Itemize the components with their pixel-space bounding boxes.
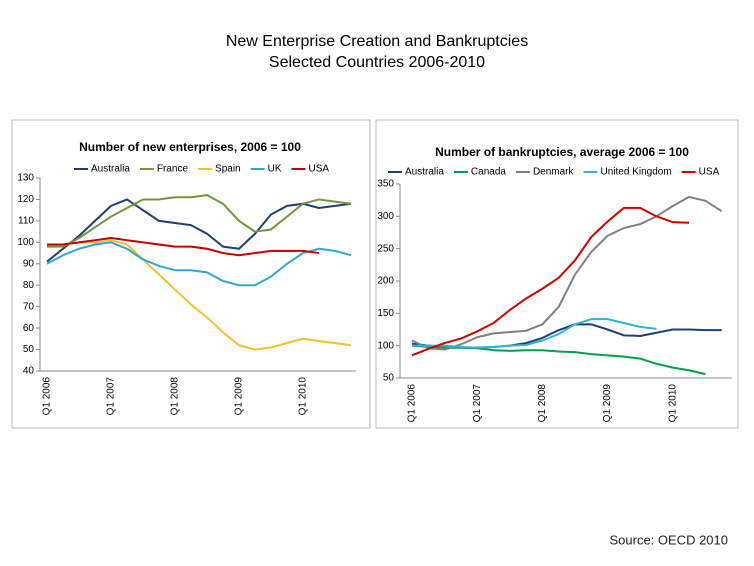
y-tick-label: 90 [23, 258, 35, 269]
y-tick-label: 110 [18, 216, 34, 227]
right-panel [375, 119, 739, 429]
series-line [47, 194, 352, 248]
legend-label: France [157, 164, 189, 175]
y-tick-label: 40 [23, 366, 35, 377]
series-line [46, 198, 352, 263]
x-tick-label: Q1 2008 [170, 377, 181, 416]
x-tick-label: Q1 2006 [407, 384, 418, 423]
chart-title: Number of bankruptcies, average 2006 = 1… [435, 145, 689, 159]
legend-label: Spain [215, 164, 241, 175]
legend-label: Denmark [533, 167, 575, 178]
x-tick-label: Q1 2009 [234, 377, 245, 416]
series-line [411, 344, 706, 376]
y-tick-label: 80 [23, 280, 35, 291]
page-subtitle: Selected Countries 2006-2010 [269, 54, 485, 71]
legend-label: USA [309, 164, 330, 175]
y-tick-label: 100 [377, 340, 394, 351]
y-tick-label: 60 [23, 323, 35, 334]
series-line [412, 318, 657, 349]
legend-label: Canada [471, 167, 506, 178]
y-tick-label: 250 [377, 243, 394, 254]
y-tick-label: 50 [383, 373, 395, 384]
legend-label: Australia [405, 167, 444, 178]
y-tick-label: 70 [23, 301, 35, 312]
legend-label: UK [268, 164, 282, 175]
series-line [47, 237, 320, 257]
y-tick-label: 150 [377, 308, 394, 319]
y-tick-label: 200 [377, 276, 394, 287]
legend-label: Australia [91, 164, 130, 175]
chart-title: Number of new enterprises, 2006 = 100 [79, 140, 301, 154]
left-panel [11, 119, 371, 429]
y-tick-label: 120 [17, 194, 34, 205]
x-tick-label: Q1 2010 [298, 377, 309, 416]
legend-label: United Kingdom [601, 167, 672, 178]
y-tick-label: 350 [377, 179, 394, 190]
x-tick-label: Q1 2006 [42, 377, 53, 416]
legend-label: USA [699, 167, 720, 178]
series-line [46, 241, 352, 287]
series-line [47, 239, 352, 351]
y-tick-label: 300 [377, 211, 394, 222]
x-tick-label: Q1 2007 [472, 384, 483, 423]
x-tick-label: Q1 2010 [667, 384, 678, 423]
series-line [411, 206, 690, 357]
x-tick-label: Q1 2009 [602, 384, 613, 423]
y-tick-label: 50 [23, 344, 35, 355]
series-line [411, 195, 723, 351]
x-tick-label: Q1 2007 [106, 377, 117, 416]
source: Source: OECD 2010 [609, 532, 728, 547]
y-tick-label: 130 [17, 173, 34, 184]
x-tick-label: Q1 2008 [537, 384, 548, 423]
y-tick-label: 100 [17, 237, 34, 248]
page-title: New Enterprise Creation and Bankruptcies [226, 33, 528, 50]
